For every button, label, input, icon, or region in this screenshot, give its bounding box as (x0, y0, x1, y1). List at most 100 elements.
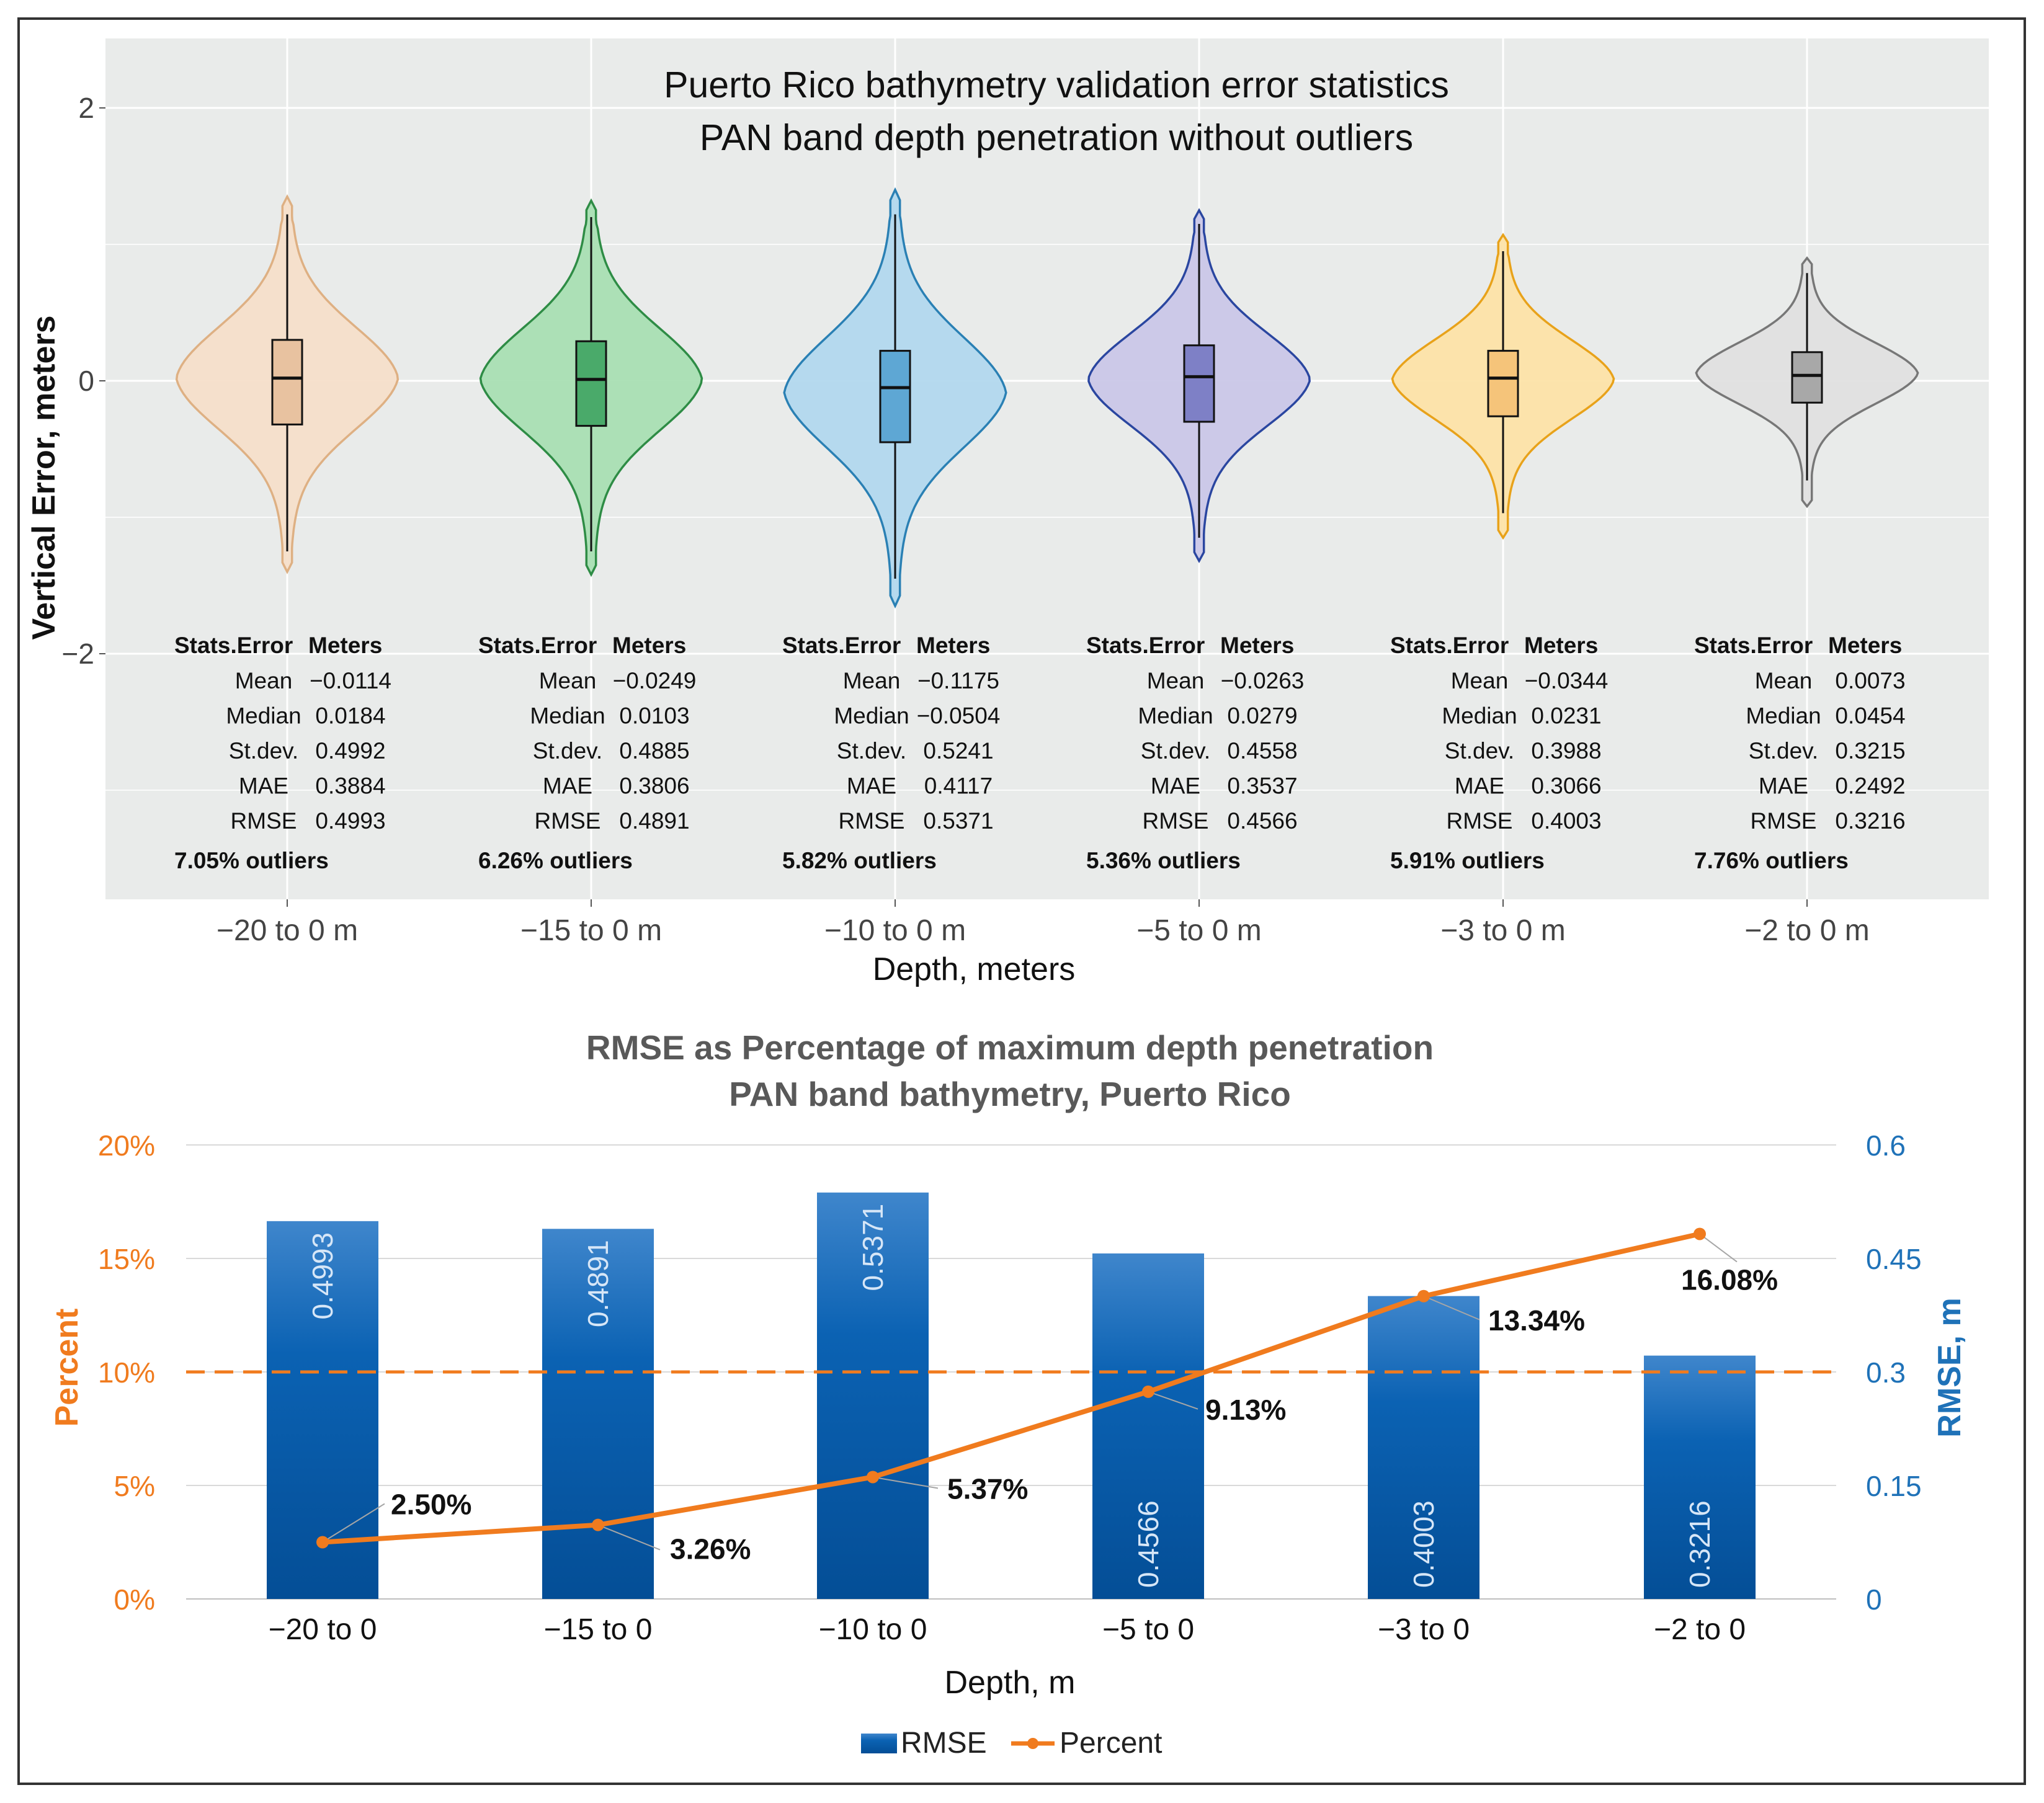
violin-group (783, 187, 1007, 609)
violin-box (271, 339, 303, 425)
percent-point (592, 1518, 604, 1531)
stats-header: Stats.Error (782, 633, 901, 658)
stats-label: Mean (1147, 668, 1205, 693)
stats-label: RMSE (231, 808, 297, 834)
rmse-bar-label: 0.4993 (306, 1232, 339, 1320)
rmse-tick-label: 0.6 (1866, 1129, 1906, 1162)
stats-label: Mean (843, 668, 901, 693)
x-tick-label: −5 to 0 m (1136, 914, 1261, 947)
stats-value: 0.0073 (1835, 668, 1905, 693)
rmse-bar-label: 0.3216 (1684, 1500, 1716, 1588)
stats-value: 0.5371 (923, 808, 993, 834)
stats-table: Stats.Error Meters Mean −0.0263 Median 0.0279… (1086, 633, 1304, 873)
stats-header: Stats.Error (1086, 633, 1205, 658)
stats-label: RMSE (1143, 808, 1209, 834)
stats-label: MAE (1151, 773, 1200, 799)
outliers-note: 5.82% outliers (782, 848, 937, 873)
stats-label: Median (834, 703, 909, 729)
stats-value: 0.0279 (1227, 703, 1297, 729)
outliers-note: 6.26% outliers (478, 848, 633, 873)
stats-value: −0.0114 (310, 668, 391, 693)
rmse-bar (817, 1192, 929, 1599)
rmse-bar (267, 1221, 378, 1599)
percent-leader-line (872, 1476, 939, 1489)
outliers-note: 7.05% outliers (174, 848, 329, 873)
violin-y-axis-label: Vertical Error, meters (26, 315, 62, 639)
percent-tick-label: 0% (114, 1583, 155, 1616)
rmse-bars: 0.4993 0.4891 0.5371 0.4566 0.4003 0.3216 (267, 1192, 1756, 1599)
rmse-x-axis-label: Depth, m (945, 1665, 1076, 1701)
violin-group (1695, 256, 1919, 509)
stats-value: 0.4558 (1227, 738, 1297, 763)
violin-axes: 2 0 −2 −20 to 0 m −15 to 0 m −10 to 0 m −5 to … (62, 92, 1870, 947)
violin-group (1087, 208, 1311, 564)
stats-label: St.dev. (837, 738, 906, 763)
violin-box (1487, 350, 1519, 417)
percent-data-label: 9.13% (1205, 1394, 1286, 1426)
violin-chart: Stats.Error Meters Mean −0.0114 Median 0.0184… (26, 38, 1989, 987)
stats-header: Meters (916, 633, 990, 658)
stats-table: Stats.Error Meters Mean 0.0073 Median 0.0454 S… (1694, 633, 1906, 873)
percent-leader-line (322, 1503, 385, 1543)
percent-data-label: 13.34% (1488, 1304, 1585, 1337)
stats-label: MAE (1759, 773, 1808, 799)
violin-box (879, 350, 911, 443)
stats-header: Stats.Error (1390, 633, 1509, 658)
x-tick-label: −3 to 0 m (1440, 914, 1565, 947)
stats-value: 0.3216 (1835, 808, 1905, 834)
stats-value: −0.0344 (1525, 668, 1609, 693)
stats-header: Stats.Error (174, 633, 293, 658)
stats-value: 0.0103 (619, 703, 689, 729)
stats-header: Meters (1220, 633, 1294, 658)
stats-value: 0.0231 (1531, 703, 1601, 729)
rmse-bar-label: 0.4003 (1408, 1500, 1440, 1588)
rmse-bar-label: 0.4566 (1132, 1500, 1164, 1588)
rmse-chart-title: RMSE as Percentage of maximum depth pene… (586, 1028, 1434, 1067)
category-label: −3 to 0 (1378, 1613, 1470, 1646)
stats-label: MAE (1455, 773, 1504, 799)
rmse-bar-label: 0.4891 (582, 1240, 614, 1327)
category-label: −2 to 0 (1654, 1613, 1746, 1646)
category-label: −20 to 0 (269, 1613, 377, 1646)
violins (175, 187, 1919, 609)
stats-label: St.dev. (1445, 738, 1514, 763)
stats-header: Stats.Error (1694, 633, 1813, 658)
stats-table: Stats.Error Meters Mean −0.0344 Median 0.0231… (1390, 633, 1608, 873)
violin-plot-panel (105, 38, 1989, 899)
stats-label: MAE (847, 773, 896, 799)
stats-value: 0.4117 (924, 773, 993, 799)
percent-line: 2.50% 3.26% 5.37% 9.13% 13.34% 16.08% (186, 1227, 1836, 1565)
stats-value: 0.4566 (1227, 808, 1297, 834)
violin-box (1791, 351, 1823, 404)
stats-value: 0.4992 (315, 738, 385, 763)
legend-percent-marker (1027, 1738, 1038, 1749)
stats-header: Meters (1524, 633, 1598, 658)
percent-data-label: 16.08% (1681, 1263, 1778, 1296)
rmse-tick-label: 0 (1866, 1583, 1882, 1616)
outliers-note: 7.76% outliers (1694, 848, 1849, 873)
x-tick-label: −10 to 0 m (824, 914, 966, 947)
legend-rmse-label: RMSE (901, 1727, 987, 1760)
stats-value: 0.3537 (1227, 773, 1297, 799)
stats-label: Mean (1451, 668, 1509, 693)
percent-data-label: 5.37% (947, 1472, 1028, 1505)
stats-table: Stats.Error Meters Mean −0.0114 Median 0.0184… (174, 633, 391, 873)
percent-leader-line (1699, 1233, 1738, 1263)
legend-percent-label: Percent (1060, 1727, 1162, 1760)
violin-group (1391, 233, 1615, 540)
stats-label: St.dev. (533, 738, 602, 763)
stats-label: Mean (1755, 668, 1813, 693)
stats-label: MAE (543, 773, 592, 799)
stats-value: 0.0184 (315, 703, 385, 729)
percent-point (316, 1536, 329, 1549)
rmse-chart-subtitle: PAN band bathymetry, Puerto Rico (729, 1075, 1291, 1113)
figure-frame (17, 17, 2026, 1785)
rmse-axes: 0% 5% 10% 15% 20% 0 0.15 0.3 0.45 0.6 −20 to 0 −15 … (98, 1129, 1922, 1646)
rmse-tick-label: 0.3 (1866, 1356, 1906, 1389)
stats-value: 0.4003 (1531, 808, 1601, 834)
stats-table: Stats.Error Meters Mean −0.0249 Median 0.0103… (478, 633, 696, 873)
stats-value: 0.2492 (1835, 773, 1905, 799)
percent-point (867, 1471, 879, 1484)
percent-tick-label: 10% (98, 1356, 155, 1389)
stats-value: −0.0504 (917, 703, 1001, 729)
